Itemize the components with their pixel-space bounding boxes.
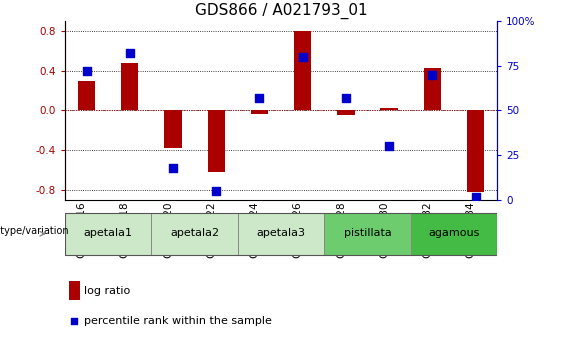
Point [70,318,79,324]
Point [298,54,307,59]
Bar [78,80,95,110]
Point [212,188,221,194]
Bar [151,213,238,255]
Point [428,72,437,77]
Bar [69,280,80,300]
Bar [324,213,411,255]
Point [125,50,134,56]
Text: log ratio: log ratio [84,286,131,296]
Bar [467,110,484,192]
Bar [380,108,398,110]
Text: apetala3: apetala3 [257,228,306,238]
Text: pistillata: pistillata [344,228,392,238]
Text: apetala1: apetala1 [84,228,133,238]
Title: GDS866 / A021793_01: GDS866 / A021793_01 [195,3,367,19]
Text: apetala2: apetala2 [170,228,219,238]
Bar [207,110,225,172]
Point [385,144,394,149]
Text: genotype/variation: genotype/variation [0,226,69,236]
Point [471,194,480,199]
Bar [411,213,497,255]
Bar [238,213,324,255]
Text: percentile rank within the sample: percentile rank within the sample [84,316,272,326]
Bar [251,110,268,115]
Bar [164,110,182,148]
Bar [65,213,151,255]
Point [255,95,264,101]
Bar [121,62,138,110]
Bar [424,68,441,110]
Text: agamous: agamous [428,228,480,238]
Point [82,68,91,74]
Point [168,165,177,170]
Bar [294,31,311,110]
Point [341,95,350,101]
Bar [337,110,355,115]
